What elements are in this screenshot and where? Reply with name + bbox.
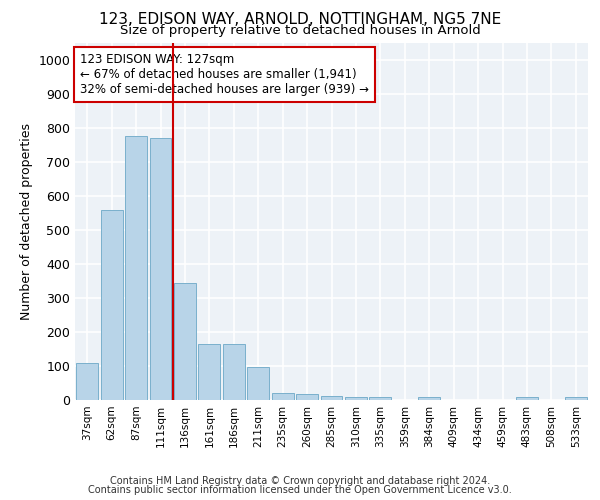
Bar — [223, 344, 245, 400]
Bar — [125, 136, 147, 400]
Bar — [76, 362, 98, 400]
Bar — [418, 396, 440, 400]
Bar — [296, 394, 318, 400]
Bar — [101, 210, 122, 400]
Bar — [320, 396, 343, 400]
Bar — [199, 344, 220, 400]
Text: 123 EDISON WAY: 127sqm
← 67% of detached houses are smaller (1,941)
32% of semi-: 123 EDISON WAY: 127sqm ← 67% of detached… — [80, 53, 369, 96]
Bar — [247, 367, 269, 400]
Text: Contains HM Land Registry data © Crown copyright and database right 2024.: Contains HM Land Registry data © Crown c… — [110, 476, 490, 486]
Text: Size of property relative to detached houses in Arnold: Size of property relative to detached ho… — [119, 24, 481, 37]
Bar — [149, 138, 172, 400]
Text: Contains public sector information licensed under the Open Government Licence v3: Contains public sector information licen… — [88, 485, 512, 495]
Text: 123, EDISON WAY, ARNOLD, NOTTINGHAM, NG5 7NE: 123, EDISON WAY, ARNOLD, NOTTINGHAM, NG5… — [99, 12, 501, 28]
Bar — [565, 396, 587, 400]
Bar — [370, 396, 391, 400]
Bar — [174, 282, 196, 400]
Bar — [272, 393, 293, 400]
Bar — [516, 396, 538, 400]
Bar — [345, 396, 367, 400]
Y-axis label: Number of detached properties: Number of detached properties — [20, 122, 33, 320]
